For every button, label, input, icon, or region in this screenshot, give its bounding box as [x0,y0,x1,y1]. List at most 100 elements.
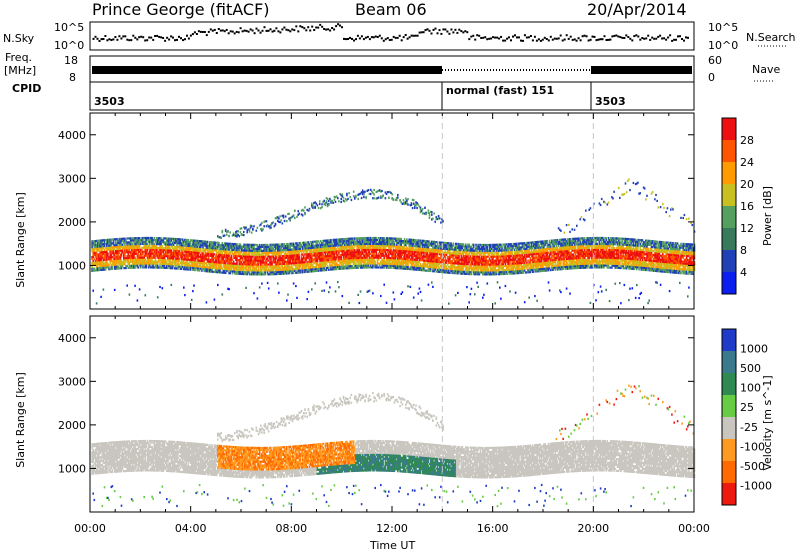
range-cell [307,256,310,260]
range-cell [323,203,325,206]
range-cell [423,255,425,258]
range-cell [419,257,422,260]
range-cell [427,259,430,263]
range-cell [420,259,423,262]
range-cell [197,241,200,245]
range-cell [417,239,419,242]
noise-point [380,37,383,40]
range-cell [403,255,406,258]
noise-point [452,31,455,34]
range-cell [228,262,230,265]
range-cell [155,262,158,265]
range-cell [159,237,161,240]
range-cell [96,267,99,270]
range-cell [432,264,434,267]
range-cell [287,242,289,246]
range-cell [350,259,353,262]
range-cell [108,244,110,247]
range-cell [219,249,221,252]
range-cell [364,240,366,244]
range-cell [188,262,191,265]
range-cell [332,252,335,255]
range-cell [391,241,393,244]
range-cell [347,255,349,258]
cpid-panel: 3503 normal (fast) 151 3503 [89,81,695,111]
range-cell [369,252,372,255]
noise-point [333,28,336,31]
range-cell [418,261,421,264]
range-cell [295,246,297,249]
range-cell [333,242,336,245]
noise-point [587,39,590,42]
range-cell [315,246,318,249]
noise-point [251,29,254,32]
range-cell [281,260,284,264]
range-cell [206,254,209,257]
range-cell [412,268,415,271]
range-cell [328,256,330,260]
range-cell [141,238,143,242]
range-cell [205,258,208,261]
range-cell [325,247,328,250]
range-cell [236,256,238,260]
range-cell [328,249,330,252]
range-cell [218,257,220,260]
range-cell [269,245,271,248]
range-cell [123,259,125,262]
range-cell [279,255,281,258]
range-cell [258,257,261,260]
range-cell [229,252,231,255]
range-cell [304,265,306,268]
range-cell [348,241,350,244]
range-cell [273,253,276,256]
range-cell [280,268,282,271]
range-cell [291,270,294,273]
range-cell [271,249,273,252]
range-cell [210,258,212,261]
range-cell [232,244,235,248]
range-cell [346,259,348,262]
range-cell [236,230,238,233]
range-cell [264,269,267,272]
noise-point [370,36,373,39]
range-cell [313,206,315,209]
range-cell [237,253,239,256]
range-cell [154,248,157,251]
range-cell [390,258,392,262]
range-cell [392,266,395,269]
range-cell [214,269,217,272]
range-cell [307,290,310,293]
range-cell [378,250,381,253]
noise-point [406,37,409,40]
noise-point [647,34,650,37]
range-cell [245,286,247,289]
range-cell [214,261,217,264]
range-cell [423,257,425,260]
range-cell [258,251,261,254]
range-cell [405,252,407,255]
range-cell [202,259,204,263]
range-cell [291,250,294,253]
range-cell [128,264,131,267]
range-cell [214,249,217,252]
range-cell [254,269,256,272]
range-cell [275,269,278,272]
range-cell [101,249,104,252]
noise-point [679,35,681,38]
range-cell [136,264,139,267]
range-cell [128,260,131,264]
range-cell [184,254,186,257]
range-cell [315,252,318,255]
range-cell [138,248,141,251]
range-cell [355,256,357,260]
range-cell [429,244,432,247]
range-cell [425,251,427,254]
range-cell [118,243,120,246]
range-cell [186,266,188,269]
range-cell [169,263,171,266]
range-cell [374,240,376,243]
range-cell [117,247,119,250]
range-cell [91,265,93,268]
range-cell [263,249,265,252]
range-cell [423,263,425,266]
